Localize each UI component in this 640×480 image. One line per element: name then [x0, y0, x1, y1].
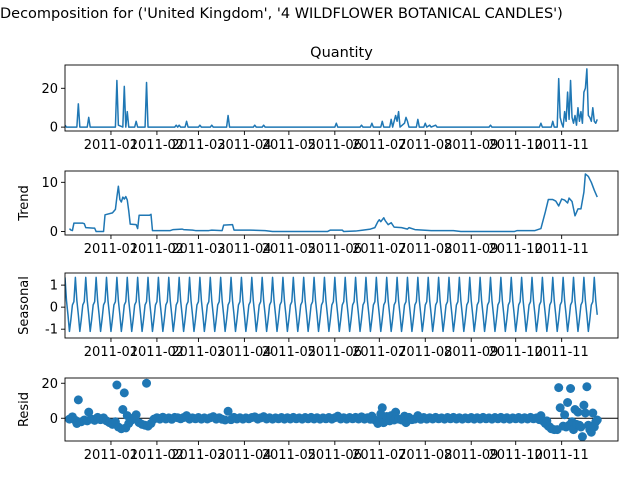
y-tick-label: 0: [50, 225, 58, 240]
resid-point: [582, 382, 592, 392]
x-tick-label: 2011-03: [171, 138, 225, 153]
x-tick-label: 2011-06: [308, 242, 362, 257]
figure-suptitle: Decomposition for ('United Kingdom', '4 …: [0, 6, 563, 22]
x-tick-label: 2011-03: [171, 242, 225, 257]
resid-point: [573, 407, 583, 417]
resid-point: [84, 407, 94, 417]
resid-point: [592, 415, 602, 425]
x-tick-label: 2011-06: [308, 448, 362, 463]
seasonal-line: [65, 276, 598, 333]
x-tick-label: 2011-11: [534, 138, 588, 153]
panel-title: Quantity: [310, 45, 373, 61]
x-tick-label: 2011-08: [398, 448, 452, 463]
resid-point: [580, 408, 590, 418]
x-tick-label: 2011-07: [352, 345, 406, 360]
resid-point: [73, 395, 83, 405]
x-tick-label: 2011-02: [130, 448, 184, 463]
panel-4: 0202011-012011-022011-032011-042011-0520…: [17, 377, 619, 463]
resid-point: [566, 384, 576, 393]
y-tick-label: 20: [41, 377, 58, 392]
x-tick-label: 2011-09: [444, 345, 498, 360]
x-tick-label: 2011-07: [352, 448, 406, 463]
x-tick-label: 2011-06: [308, 345, 362, 360]
x-tick-label: 2011-10: [489, 242, 543, 257]
x-tick-label: 2011-09: [444, 242, 498, 257]
resid-point: [131, 410, 141, 420]
plot-area: [68, 173, 598, 233]
x-tick-label: 2011-07: [352, 242, 406, 257]
x-tick-label: 2011-06: [308, 138, 362, 153]
x-tick-label: 2011-11: [534, 448, 588, 463]
panel-3: -1012011-012011-022011-032011-042011-052…: [17, 272, 619, 360]
x-tick-label: 2011-02: [130, 138, 184, 153]
resid-point: [142, 378, 152, 388]
x-tick-label: 2011-02: [130, 345, 184, 360]
resid-point: [560, 410, 570, 420]
x-tick-label: 2011-08: [398, 345, 452, 360]
x-tick-label: 2011-10: [489, 138, 543, 153]
x-tick-label: 2011-03: [171, 448, 225, 463]
panel-2: 0102011-012011-022011-032011-042011-0520…: [17, 170, 619, 257]
resid-point: [563, 398, 573, 407]
y-tick-label: 0: [50, 412, 58, 427]
y-tick-label: -1: [45, 323, 58, 338]
axes-frame: [64, 170, 619, 236]
y-axis-label: Trend: [17, 185, 32, 222]
y-axis-label: Resid: [17, 392, 32, 427]
x-tick-label: 2011-09: [444, 138, 498, 153]
x-tick-label: 2011-01: [84, 448, 138, 463]
resid-point: [555, 403, 565, 413]
y-tick-label: 20: [41, 82, 58, 97]
x-tick-label: 2011-03: [171, 345, 225, 360]
resid-point: [223, 406, 233, 416]
x-tick-label: 2011-07: [352, 138, 406, 153]
y-tick-label: 10: [41, 176, 58, 191]
resid-point: [377, 403, 387, 413]
plot-area: [65, 378, 618, 441]
y-tick-label: 0: [50, 301, 58, 316]
x-tick-label: 2011-10: [489, 448, 543, 463]
y-axis-label: Seasonal: [17, 276, 32, 335]
x-tick-label: 2011-11: [534, 242, 588, 257]
plot-area: [65, 68, 598, 128]
x-tick-label: 2011-04: [217, 138, 271, 153]
resid-point: [579, 400, 589, 410]
x-tick-label: 2011-04: [217, 448, 271, 463]
x-tick-label: 2011-08: [398, 242, 452, 257]
resid-point: [576, 422, 586, 432]
x-tick-label: 2011-04: [217, 345, 271, 360]
resid-point: [577, 432, 587, 441]
x-tick-label: 2011-01: [84, 242, 138, 257]
x-tick-label: 2011-01: [84, 345, 138, 360]
resid-point: [554, 383, 564, 393]
x-tick-label: 2011-08: [398, 138, 452, 153]
series-line: [68, 173, 598, 233]
plot-area: [65, 276, 598, 333]
x-tick-label: 2011-01: [84, 138, 138, 153]
x-tick-label: 2011-09: [444, 448, 498, 463]
x-tick-label: 2011-04: [217, 242, 271, 257]
resid-point: [119, 388, 129, 398]
x-tick-label: 2011-05: [262, 448, 316, 463]
y-tick-label: 0: [50, 121, 58, 136]
axes-frame: [64, 377, 619, 442]
x-tick-label: 2011-11: [534, 345, 588, 360]
x-tick-label: 2011-05: [262, 345, 316, 360]
x-tick-label: 2011-05: [262, 242, 316, 257]
axes-frame: [64, 272, 619, 339]
resid-point: [588, 408, 598, 418]
axes-frame: [64, 64, 619, 132]
x-tick-label: 2011-02: [130, 242, 184, 257]
x-tick-label: 2011-05: [262, 138, 316, 153]
x-tick-label: 2011-10: [489, 345, 543, 360]
resid-point: [112, 380, 122, 390]
y-tick-label: 1: [50, 279, 58, 294]
panel-1: 0202011-012011-022011-032011-042011-0520…: [41, 45, 619, 153]
series-line: [65, 68, 598, 128]
resid-point: [391, 407, 401, 417]
